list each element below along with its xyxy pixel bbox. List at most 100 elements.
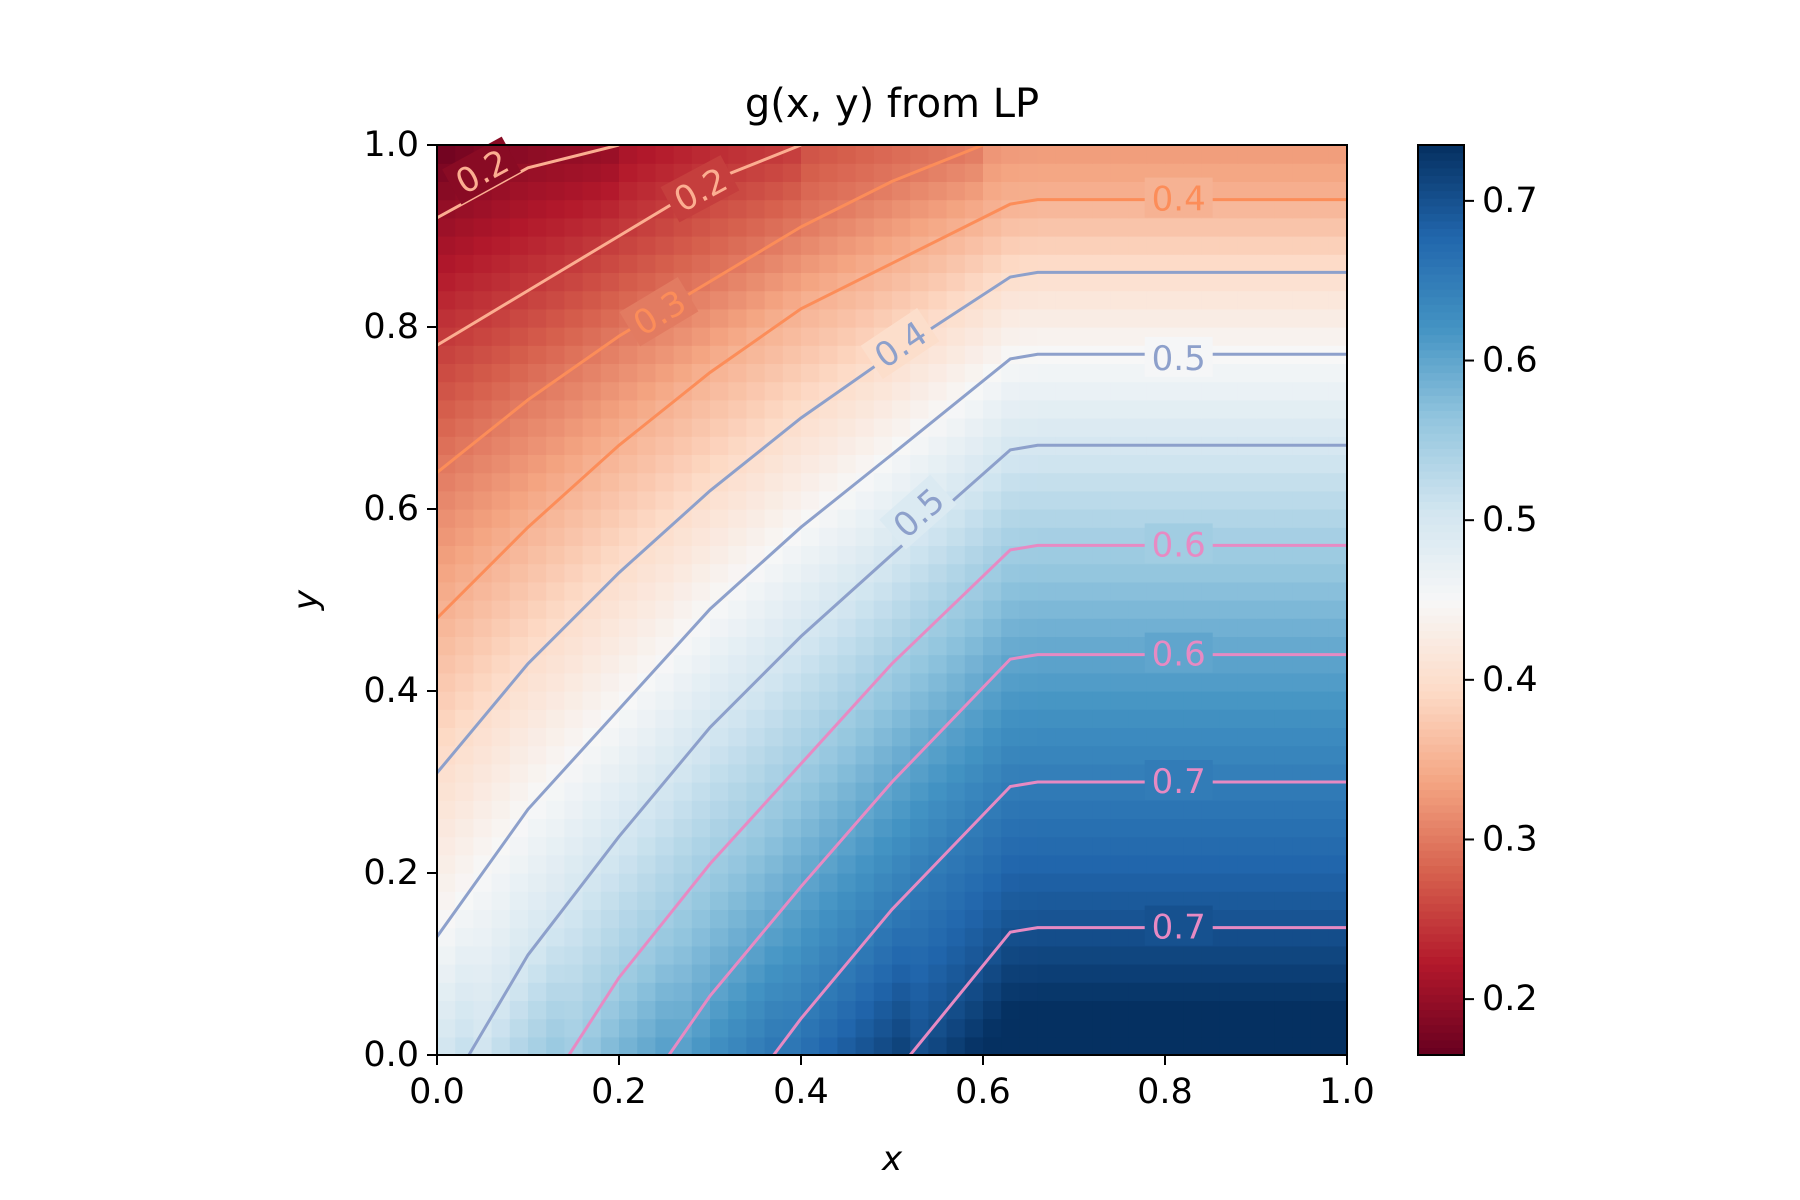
colorbar-segment <box>1418 327 1464 336</box>
heatmap-cell <box>855 272 875 292</box>
heatmap-cell <box>619 763 638 783</box>
heatmap-cell <box>873 964 893 983</box>
heatmap-cell <box>655 490 675 510</box>
heatmap-cell <box>1310 454 1330 474</box>
heatmap-cell <box>728 927 747 947</box>
heatmap-cell <box>728 272 747 292</box>
heatmap-cell <box>1146 509 1166 528</box>
heatmap-cell <box>1001 436 1020 455</box>
heatmap-cell <box>946 272 966 292</box>
heatmap-cell <box>1092 363 1111 383</box>
heatmap-cell <box>1292 327 1312 346</box>
heatmap-cell <box>1146 818 1166 838</box>
heatmap-cell <box>1146 381 1166 401</box>
heatmap-cell <box>509 818 529 838</box>
heatmap-cell <box>1256 454 1275 474</box>
heatmap-cell <box>928 1000 948 1020</box>
heatmap-cell <box>528 527 547 546</box>
heatmap-cell <box>619 654 638 674</box>
heatmap-cell <box>1219 454 1239 474</box>
heatmap-cell <box>1256 636 1275 656</box>
heatmap-cell <box>1146 563 1166 583</box>
heatmap-cell <box>691 290 711 310</box>
heatmap-cell <box>964 545 984 565</box>
heatmap-cell <box>1183 672 1202 692</box>
heatmap-cell <box>1292 1018 1312 1038</box>
heatmap-cell <box>1128 509 1148 528</box>
heatmap-cell <box>837 545 857 565</box>
heatmap-cell <box>546 600 565 619</box>
heatmap-cell <box>782 745 802 765</box>
heatmap-cell <box>491 509 511 528</box>
heatmap-cell <box>1146 600 1166 619</box>
heatmap-cell <box>637 381 656 401</box>
heatmap-cell <box>673 490 693 510</box>
heatmap-cell <box>782 836 802 856</box>
heatmap-cell <box>910 1000 929 1020</box>
colorbar-segment <box>1418 880 1464 889</box>
heatmap-cell <box>873 691 893 710</box>
heatmap-cell <box>983 891 1002 910</box>
heatmap-cell <box>1001 399 1020 419</box>
heatmap-cell <box>619 836 638 856</box>
heatmap-cell <box>819 490 838 510</box>
heatmap-cell <box>928 1036 948 1056</box>
heatmap-cell <box>564 836 584 856</box>
heatmap-cell <box>528 290 547 310</box>
heatmap-cell <box>1037 818 1057 838</box>
heatmap-cell <box>728 472 747 492</box>
heatmap-cell <box>1019 909 1039 929</box>
y-axis-label: y <box>286 589 326 611</box>
heatmap-cell <box>637 454 656 474</box>
heatmap-cell <box>1183 1018 1202 1038</box>
heatmap-cell <box>764 272 784 292</box>
heatmap-cell <box>1219 654 1239 674</box>
heatmap-cell <box>855 254 875 273</box>
heatmap-cell <box>801 964 820 983</box>
heatmap-cell <box>528 363 547 383</box>
heatmap-cell <box>1292 545 1312 565</box>
heatmap-cell <box>910 909 929 929</box>
heatmap-cell <box>437 873 456 892</box>
heatmap-cell <box>728 545 747 565</box>
heatmap-cell <box>1256 327 1275 346</box>
x-axis-label: x <box>881 1139 903 1179</box>
heatmap-cell <box>619 163 638 182</box>
heatmap-cell <box>619 472 638 492</box>
heatmap-cell <box>455 363 474 383</box>
heatmap-cell <box>509 454 529 474</box>
heatmap-cell <box>764 763 784 783</box>
contour-line <box>772 780 1347 1055</box>
heatmap-cell <box>1328 308 1348 328</box>
heatmap-cell <box>892 454 911 474</box>
heatmap-cell <box>509 345 529 364</box>
heatmap-cell <box>1310 709 1330 728</box>
heatmap-cell <box>691 964 711 983</box>
heatmap-cell <box>1074 1018 1093 1038</box>
colorbar-segment <box>1418 782 1464 791</box>
heatmap-cell <box>946 254 966 273</box>
heatmap-cell <box>1110 563 1130 583</box>
heatmap-cell <box>1165 163 1184 182</box>
heatmap-cell <box>582 272 602 292</box>
heatmap-cell <box>1219 308 1239 328</box>
heatmap-cell <box>764 982 784 1001</box>
heatmap-cell <box>1128 145 1148 164</box>
heatmap-cell <box>892 927 911 947</box>
y-tick-label: 0.2 <box>363 853 419 893</box>
heatmap-cell <box>546 236 565 255</box>
heatmap-cell <box>728 509 747 528</box>
heatmap-cell <box>1019 854 1039 874</box>
heatmap-cell <box>1037 399 1057 419</box>
heatmap-cell <box>728 290 747 310</box>
heatmap-cell <box>1274 290 1293 310</box>
heatmap-cell <box>673 945 693 965</box>
heatmap-cell <box>1019 672 1039 692</box>
heatmap-cell <box>1074 836 1093 856</box>
heatmap-cell <box>873 1036 893 1056</box>
heatmap-cell <box>728 308 747 328</box>
heatmap-cell <box>728 654 747 674</box>
heatmap-cell <box>1183 472 1202 492</box>
heatmap-cell <box>1310 418 1330 437</box>
contour-line <box>437 145 802 347</box>
